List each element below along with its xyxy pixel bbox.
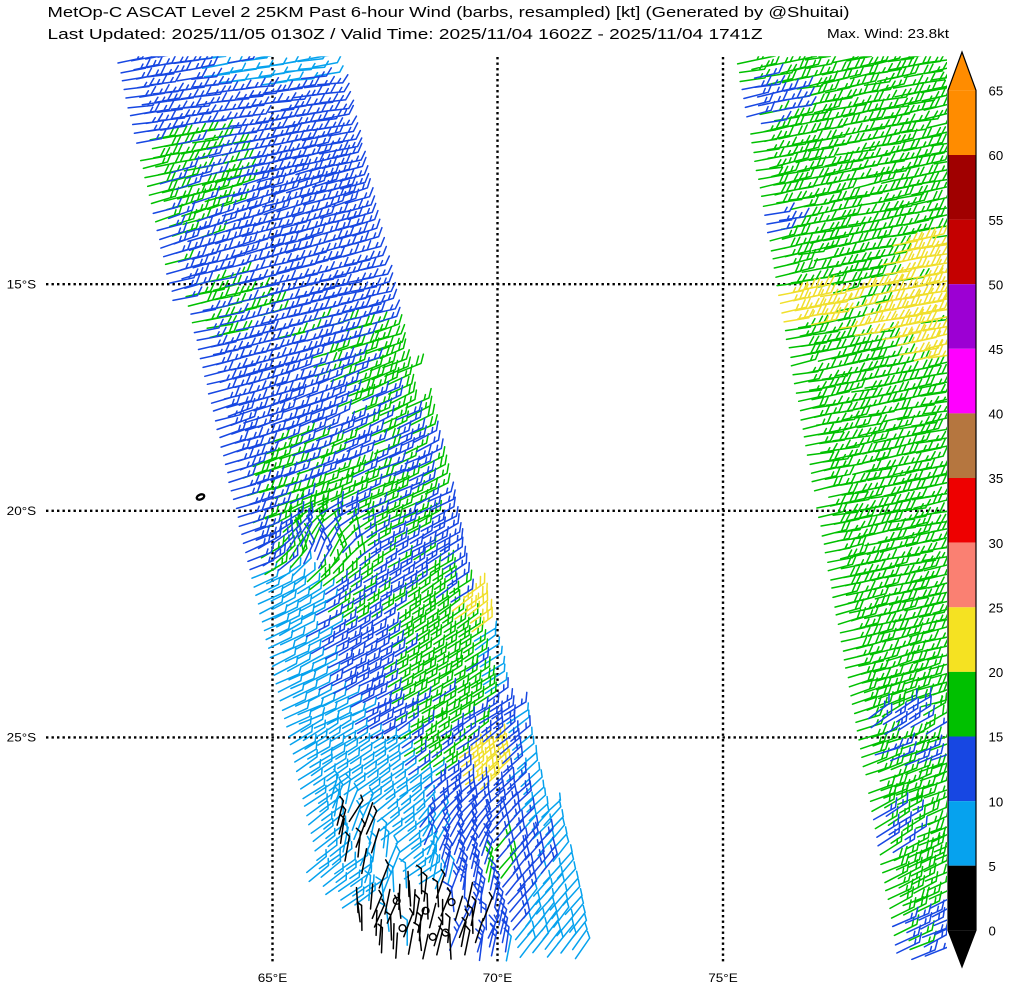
svg-text:MetOp-C ASCAT Level 2 25KM Pas: MetOp-C ASCAT Level 2 25KM Past 6-hour W… bbox=[48, 4, 850, 21]
svg-text:15°S: 15°S bbox=[7, 277, 37, 291]
svg-text:40: 40 bbox=[989, 407, 1004, 422]
svg-text:Max. Wind: 23.8kt: Max. Wind: 23.8kt bbox=[827, 26, 949, 41]
svg-text:65°E: 65°E bbox=[258, 971, 288, 985]
svg-text:65: 65 bbox=[989, 84, 1004, 99]
svg-text:20°S: 20°S bbox=[7, 504, 37, 518]
svg-text:Last Updated: 2025/11/05 0130Z: Last Updated: 2025/11/05 0130Z / Valid T… bbox=[48, 26, 763, 43]
svg-text:10: 10 bbox=[989, 794, 1004, 809]
svg-text:70°E: 70°E bbox=[483, 971, 513, 985]
svg-text:45: 45 bbox=[989, 342, 1004, 357]
svg-text:60: 60 bbox=[989, 148, 1004, 163]
svg-text:25: 25 bbox=[989, 601, 1004, 616]
svg-text:35: 35 bbox=[989, 471, 1004, 486]
svg-text:5: 5 bbox=[989, 859, 996, 874]
svg-text:50: 50 bbox=[989, 277, 1004, 292]
svg-text:15: 15 bbox=[989, 730, 1004, 745]
svg-text:75°E: 75°E bbox=[708, 971, 738, 985]
svg-text:55: 55 bbox=[989, 213, 1004, 228]
svg-text:25°S: 25°S bbox=[7, 731, 37, 745]
svg-text:30: 30 bbox=[989, 536, 1004, 551]
svg-text:0: 0 bbox=[989, 924, 996, 939]
svg-text:20: 20 bbox=[989, 665, 1004, 680]
